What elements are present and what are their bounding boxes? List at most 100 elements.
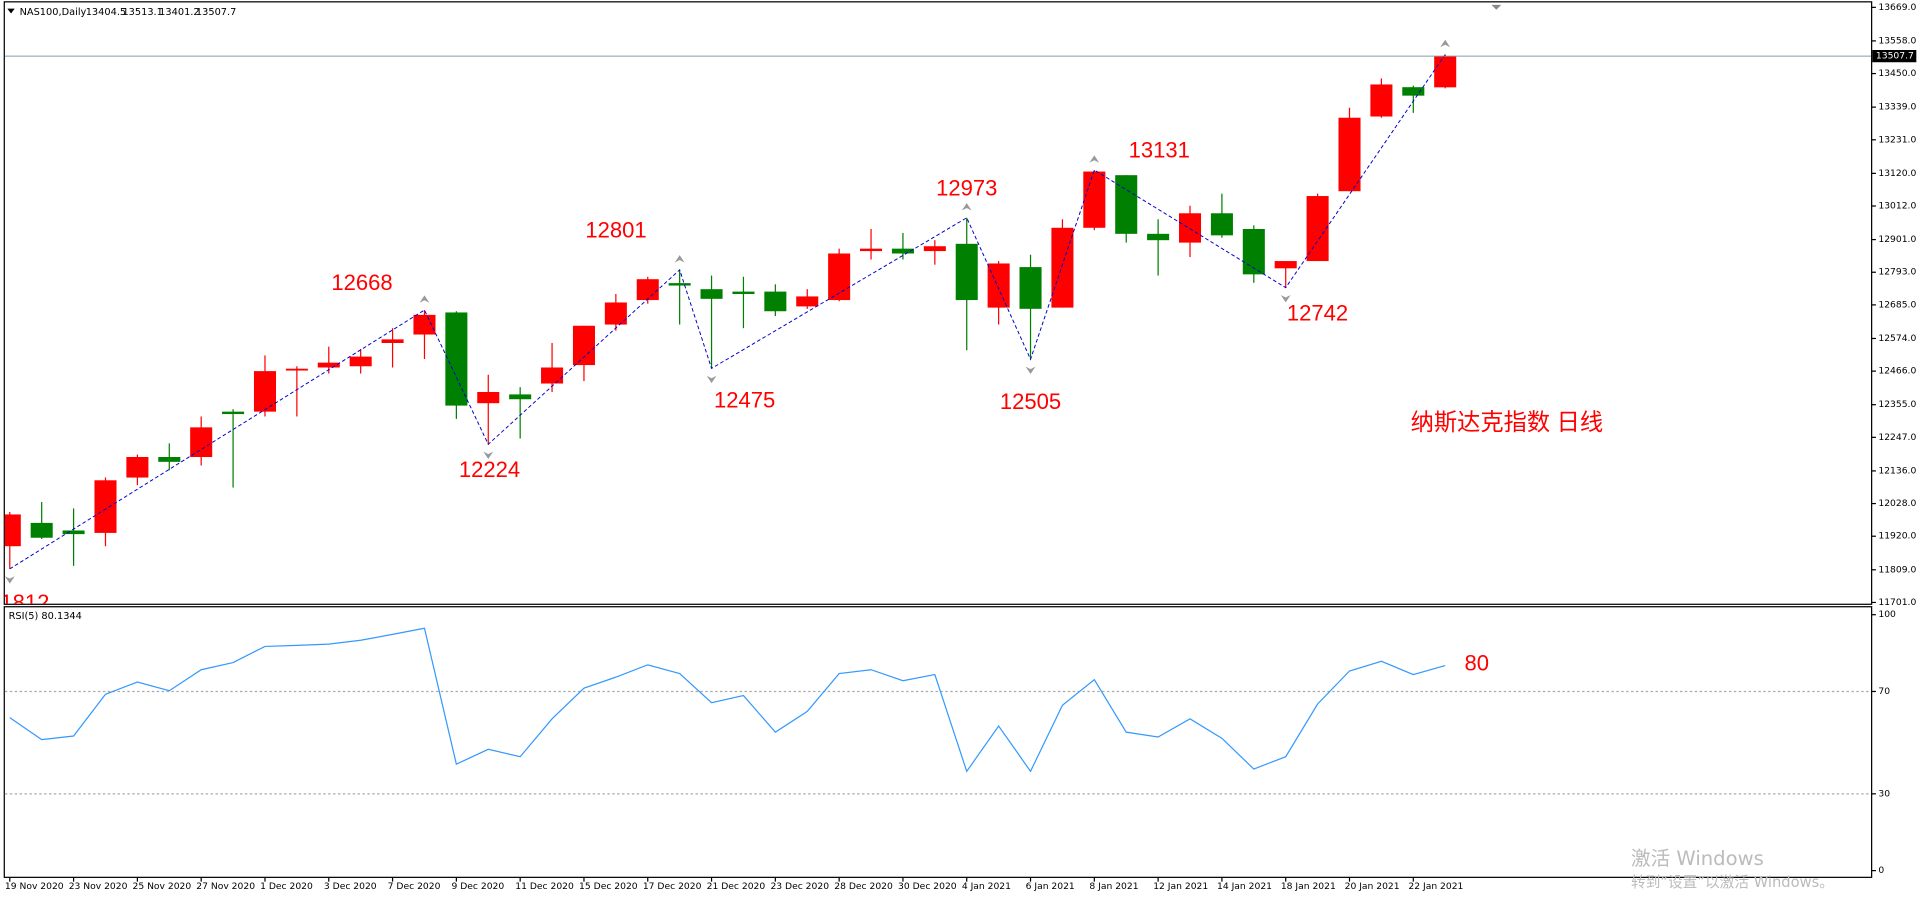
x-tick-label: 1 Dec 2020 bbox=[260, 881, 313, 892]
y-tick-label: 13012.0 bbox=[1878, 201, 1916, 212]
zigzag-line bbox=[9, 54, 1446, 570]
watermark: 激活 Windows bbox=[1631, 847, 1764, 870]
candle-body bbox=[253, 371, 276, 412]
pivot-arrow bbox=[1025, 366, 1036, 375]
symbol-title: NAS100,Daily bbox=[20, 7, 87, 18]
candle-body bbox=[413, 314, 436, 335]
y-tick-label: 11920.0 bbox=[1878, 531, 1916, 542]
candle-body bbox=[445, 312, 468, 406]
candle-body bbox=[222, 411, 245, 415]
candle-body bbox=[668, 283, 691, 286]
candle-body bbox=[955, 243, 978, 301]
candle-body bbox=[923, 246, 946, 252]
pivot-arrow bbox=[1280, 295, 1291, 303]
pivot-arrow bbox=[1089, 155, 1100, 163]
y-tick-label: 13558.0 bbox=[1878, 35, 1916, 46]
x-tick-label: 12 Jan 2021 bbox=[1153, 881, 1208, 892]
rsi-panel bbox=[3, 606, 1873, 878]
candle-body bbox=[1147, 233, 1170, 241]
pivot-arrow bbox=[483, 451, 494, 459]
x-tick-label: 17 Dec 2020 bbox=[643, 881, 702, 892]
x-tick-label: 28 Dec 2020 bbox=[834, 881, 893, 892]
candle-body bbox=[285, 368, 308, 371]
pivot-arrow bbox=[961, 203, 972, 211]
x-tick-label: 18 Jan 2021 bbox=[1281, 881, 1336, 892]
pivot-label: 12742 bbox=[1287, 300, 1348, 325]
candle-body bbox=[158, 456, 181, 462]
pivot-label: 12224 bbox=[459, 457, 520, 482]
candle-body bbox=[4, 514, 21, 547]
x-tick-label: 27 Nov 2020 bbox=[196, 881, 255, 892]
candle-body bbox=[891, 248, 914, 254]
pivot-label: 13131 bbox=[1129, 137, 1190, 162]
candle-body bbox=[1370, 84, 1393, 117]
rsi-title: RSI(5) 80.1344 bbox=[9, 611, 82, 622]
y-tick-label: 13450.0 bbox=[1878, 68, 1916, 79]
pivot-label: 12668 bbox=[331, 270, 392, 295]
candle-body bbox=[1115, 175, 1138, 234]
y-tick-label: 11809.0 bbox=[1878, 564, 1916, 575]
pivot-arrow bbox=[706, 375, 717, 384]
y-tick-label: 12793.0 bbox=[1878, 267, 1916, 278]
rsi-line bbox=[9, 627, 1446, 773]
candle-body bbox=[1083, 171, 1106, 228]
x-tick-label: 23 Dec 2020 bbox=[770, 881, 829, 892]
ohlc-close: 13507.7 bbox=[196, 7, 236, 18]
menu-arrow bbox=[7, 8, 15, 14]
candle-body bbox=[1019, 267, 1042, 309]
candle-body bbox=[1338, 117, 1361, 192]
candle-body bbox=[1434, 56, 1457, 88]
candle-body bbox=[190, 427, 213, 457]
y-tick-label: 13120.0 bbox=[1878, 168, 1916, 179]
price-tag-bg bbox=[1872, 49, 1917, 63]
y-tick-label: 12466.0 bbox=[1878, 366, 1916, 377]
pivot-label: 12505 bbox=[1000, 389, 1061, 414]
pivot-label: 12973 bbox=[936, 175, 997, 200]
ohlc-low: 13401.2 bbox=[159, 7, 199, 18]
plot-area: 11812 12668 12224 12801 12475 12973 12505 13131… bbox=[4, 39, 1457, 604]
ohlc-open: 13404.5 bbox=[86, 7, 126, 18]
candle-body bbox=[987, 263, 1010, 308]
y-tick-label: 12247.0 bbox=[1878, 432, 1916, 443]
y-tick-label: 13339.0 bbox=[1878, 102, 1916, 113]
ohlc-high: 13513.1 bbox=[122, 7, 162, 18]
watermark: 转到“设置”以激活 Windows。 bbox=[1631, 874, 1834, 891]
candle-body bbox=[30, 522, 53, 538]
x-tick-label: 30 Dec 2020 bbox=[898, 881, 957, 892]
y-tick-label: 12136.0 bbox=[1878, 465, 1916, 476]
candle-body bbox=[572, 325, 595, 366]
candle-body bbox=[381, 339, 404, 343]
candle-body bbox=[732, 291, 755, 295]
x-tick-label: 21 Dec 2020 bbox=[707, 881, 766, 892]
pivot-label: 12801 bbox=[585, 218, 646, 243]
candle-body bbox=[860, 248, 883, 252]
y-tick-label: 12574.0 bbox=[1878, 333, 1916, 344]
candle-body bbox=[1179, 213, 1202, 243]
pivot-arrow bbox=[419, 295, 430, 303]
candle-body bbox=[1274, 261, 1297, 269]
x-tick-label: 23 Nov 2020 bbox=[69, 881, 128, 892]
x-tick-label: 22 Jan 2021 bbox=[1408, 881, 1463, 892]
candle-body bbox=[700, 289, 723, 299]
x-tick-label: 11 Dec 2020 bbox=[515, 881, 574, 892]
rsi-annotation: 80 bbox=[1464, 651, 1489, 676]
y-tick-label: 12685.0 bbox=[1878, 299, 1916, 310]
rsi-tick-label: 100 bbox=[1878, 609, 1896, 620]
pivot-arrow bbox=[4, 576, 15, 584]
candle-body bbox=[62, 530, 85, 535]
x-tick-label: 20 Jan 2021 bbox=[1345, 881, 1400, 892]
shift-marker bbox=[1491, 4, 1502, 10]
candle-body bbox=[509, 394, 532, 400]
candle-body bbox=[1051, 227, 1074, 308]
pivot-arrow bbox=[674, 255, 685, 263]
x-tick-label: 4 Jan 2021 bbox=[962, 881, 1011, 892]
candle-body bbox=[1210, 213, 1233, 236]
y-tick-label: 11701.0 bbox=[1878, 597, 1916, 608]
candle-body bbox=[636, 279, 659, 301]
candle-body bbox=[317, 362, 340, 368]
x-tick-label: 3 Dec 2020 bbox=[324, 881, 377, 892]
y-tick-label: 12355.0 bbox=[1878, 399, 1916, 410]
candle-body bbox=[541, 367, 564, 384]
candle-body bbox=[349, 356, 372, 367]
